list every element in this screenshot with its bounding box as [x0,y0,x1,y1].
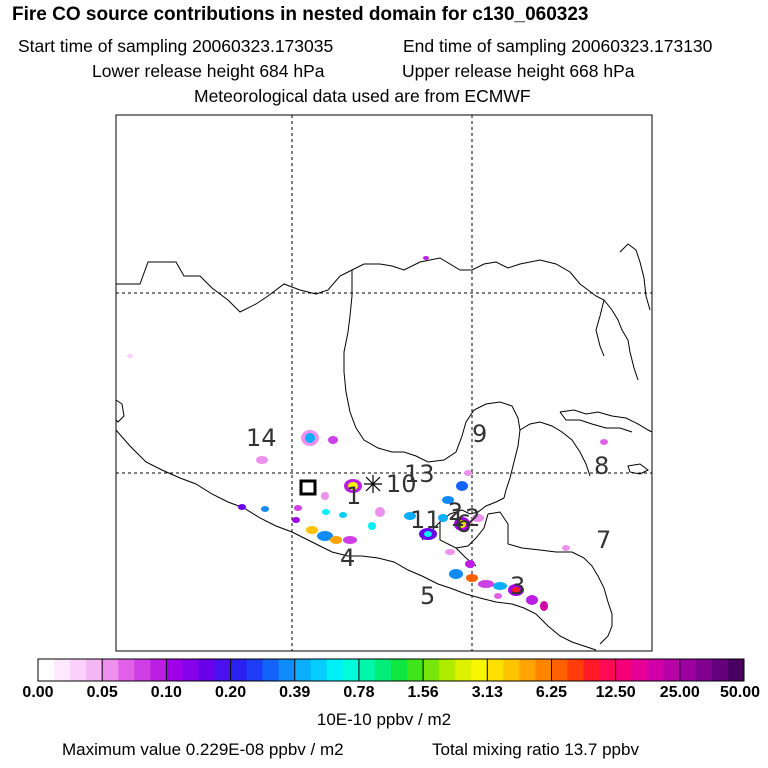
colorbar-tick-label: 25.00 [659,684,700,701]
source-label-6: 6 [456,510,471,538]
receptor-marker [299,479,317,496]
colorbar-swatch [663,659,681,681]
colorbar-swatch [150,659,167,681]
colorbar-swatch [519,659,536,681]
map-frame [115,114,653,652]
coastline-layer [115,243,653,651]
colorbar-swatch [166,659,183,681]
colorbar-tick-label: 6.25 [535,684,568,701]
met-data-note: Meteorological data used are from ECMWF [194,86,531,106]
colorbar-swatch [246,659,264,681]
colorbar [37,659,745,681]
colorbar-units: 10E-10 ppbv / m2 [316,710,452,729]
colorbar-swatch [342,659,360,681]
colorbar-swatch [326,659,344,681]
source-label-2: 2 [448,498,463,526]
source-label-7: 7 [596,526,611,554]
colorbar-swatch [455,659,472,681]
source-label-12: 12 [450,504,481,532]
colorbar-swatch [551,659,568,681]
sampling-start-text: Start time of sampling 20060323.173035 [18,36,334,56]
source-label-1: 1 [346,482,361,510]
colorbar-swatch [583,659,601,681]
colorbar-swatch [294,659,312,681]
source-label-13: 13 [404,460,435,488]
colorbar-tick-label: 50.00 [719,684,761,701]
colorbar-tick-label: 1.56 [407,684,439,701]
colorbar-swatch [535,659,552,681]
colorbar-swatch [262,659,280,681]
source-label-3: 3 [510,572,525,600]
source-labels: 14 1 10 13 9 8 7 4 5 11 12 2 6 3 [246,420,611,610]
colorbar-swatch [374,659,392,681]
colorbar-swatch [695,659,713,681]
colorbar-swatch [487,659,504,681]
sampling-end-text: End time of sampling 20060323.173130 [403,36,713,56]
source-label-9: 9 [472,420,487,448]
colorbar-swatch [198,659,215,681]
source-label-10: 10 [386,470,417,498]
colorbar-tick-label: 0.78 [343,684,375,701]
source-label-11: 11 [410,506,441,534]
colorbar-swatch [647,659,665,681]
colorbar-frame [37,658,745,682]
colorbar-swatch [599,659,617,681]
colorbar-tick-label: 0.10 [150,684,182,701]
source-label-4: 4 [340,544,355,572]
colorbar-swatch [727,659,745,681]
asterisk-marker [364,475,382,493]
colorbar-tick-label: 3.13 [471,684,503,701]
colorbar-swatch [230,659,248,681]
colorbar-swatch [471,659,488,681]
colorbar-swatch [86,659,103,681]
source-label-5: 5 [420,582,435,610]
colorbar-swatch [54,659,71,681]
source-label-14: 14 [246,424,277,452]
figure-title: Fire CO source contributions in nested d… [12,4,589,25]
colorbar-swatch [615,659,633,681]
colorbar-swatch [102,659,119,681]
colorbar-swatch [38,659,55,681]
maximum-value-text: Maximum value 0.229E-08 ppbv / m2 [62,740,344,759]
colorbar-swatch [310,659,328,681]
colorbar-swatch [567,659,585,681]
colorbar-swatch [358,659,376,681]
colorbar-swatch [679,659,697,681]
colorbar-tick-label: 12.50 [595,684,636,701]
colorbar-swatch [278,659,296,681]
colorbar-tick-label: 0.00 [22,684,54,701]
colorbar-swatch [711,659,729,681]
lower-release-text: Lower release height 684 hPa [92,61,325,81]
colorbar-swatch [391,659,408,681]
contribution-field [127,256,608,611]
colorbar-swatch [70,659,87,681]
upper-release-text: Upper release height 668 hPa [402,61,635,81]
colorbar-swatch [182,659,199,681]
source-label-8: 8 [594,452,609,480]
colorbar-tick-label: 0.20 [214,684,247,701]
colorbar-swatch [214,659,232,681]
colorbar-swatch [407,659,424,681]
colorbar-swatch [118,659,135,681]
colorbar-swatch [134,659,151,681]
colorbar-swatch [503,659,520,681]
colorbar-tick-label: 0.39 [279,684,311,701]
total-mixing-ratio-text: Total mixing ratio 13.7 ppbv [432,740,639,759]
colorbar-swatch [631,659,649,681]
colorbar-tick-label: 0.05 [86,684,118,701]
colorbar-swatch [439,659,456,681]
colorbar-swatch [423,659,440,681]
